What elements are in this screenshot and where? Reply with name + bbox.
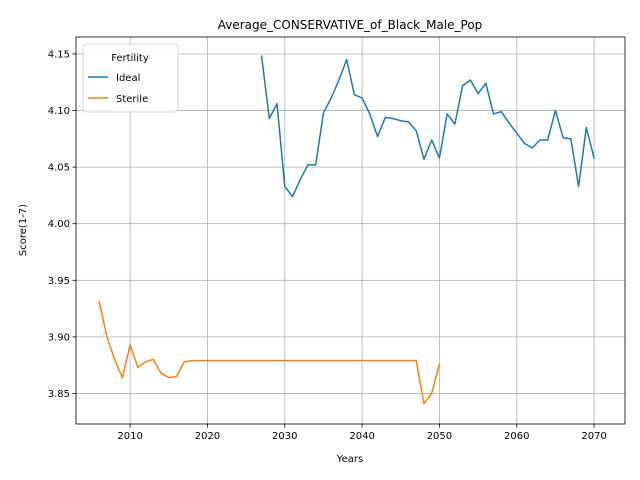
x-tick-label: 2060 [504,431,529,442]
x-axis-label: Years [336,454,363,465]
x-tick-label: 2050 [427,431,452,442]
legend: Fertility Ideal Sterile [82,43,179,113]
x-tick-label: 2030 [272,431,297,442]
x-tick-label: 2040 [349,431,374,442]
legend-box [82,43,179,113]
series-layer [98,55,595,405]
y-tick-label: 3.85 [48,389,70,400]
y-tick-label: 4.15 [48,49,70,60]
grid [76,37,625,424]
x-axis: 2010 2020 2030 2040 2050 2060 2070 [117,424,607,442]
y-tick-label: 4.05 [48,163,70,174]
x-tick-label: 2020 [195,431,220,442]
chart-title: Average_CONSERVATIVE_of_Black_Male_Pop [218,18,483,32]
legend-label-ideal: Ideal [116,73,140,84]
plot-frame [75,36,626,425]
y-tick-label: 4.10 [48,106,70,117]
legend-title: Fertility [111,53,149,64]
x-tick-label: 2010 [117,431,142,442]
y-axis-label: Score(1-7) [18,204,29,256]
y-tick-label: 4.00 [48,219,70,230]
series-line-sterile [98,300,441,405]
x-tick-label: 2070 [581,431,606,442]
series-line-ideal [260,55,595,198]
legend-label-sterile: Sterile [116,94,148,105]
y-tick-label: 3.95 [48,276,70,287]
y-axis: 3.85 3.90 3.95 4.00 4.05 4.10 4.15 [48,49,76,400]
y-tick-label: 3.90 [48,332,70,343]
